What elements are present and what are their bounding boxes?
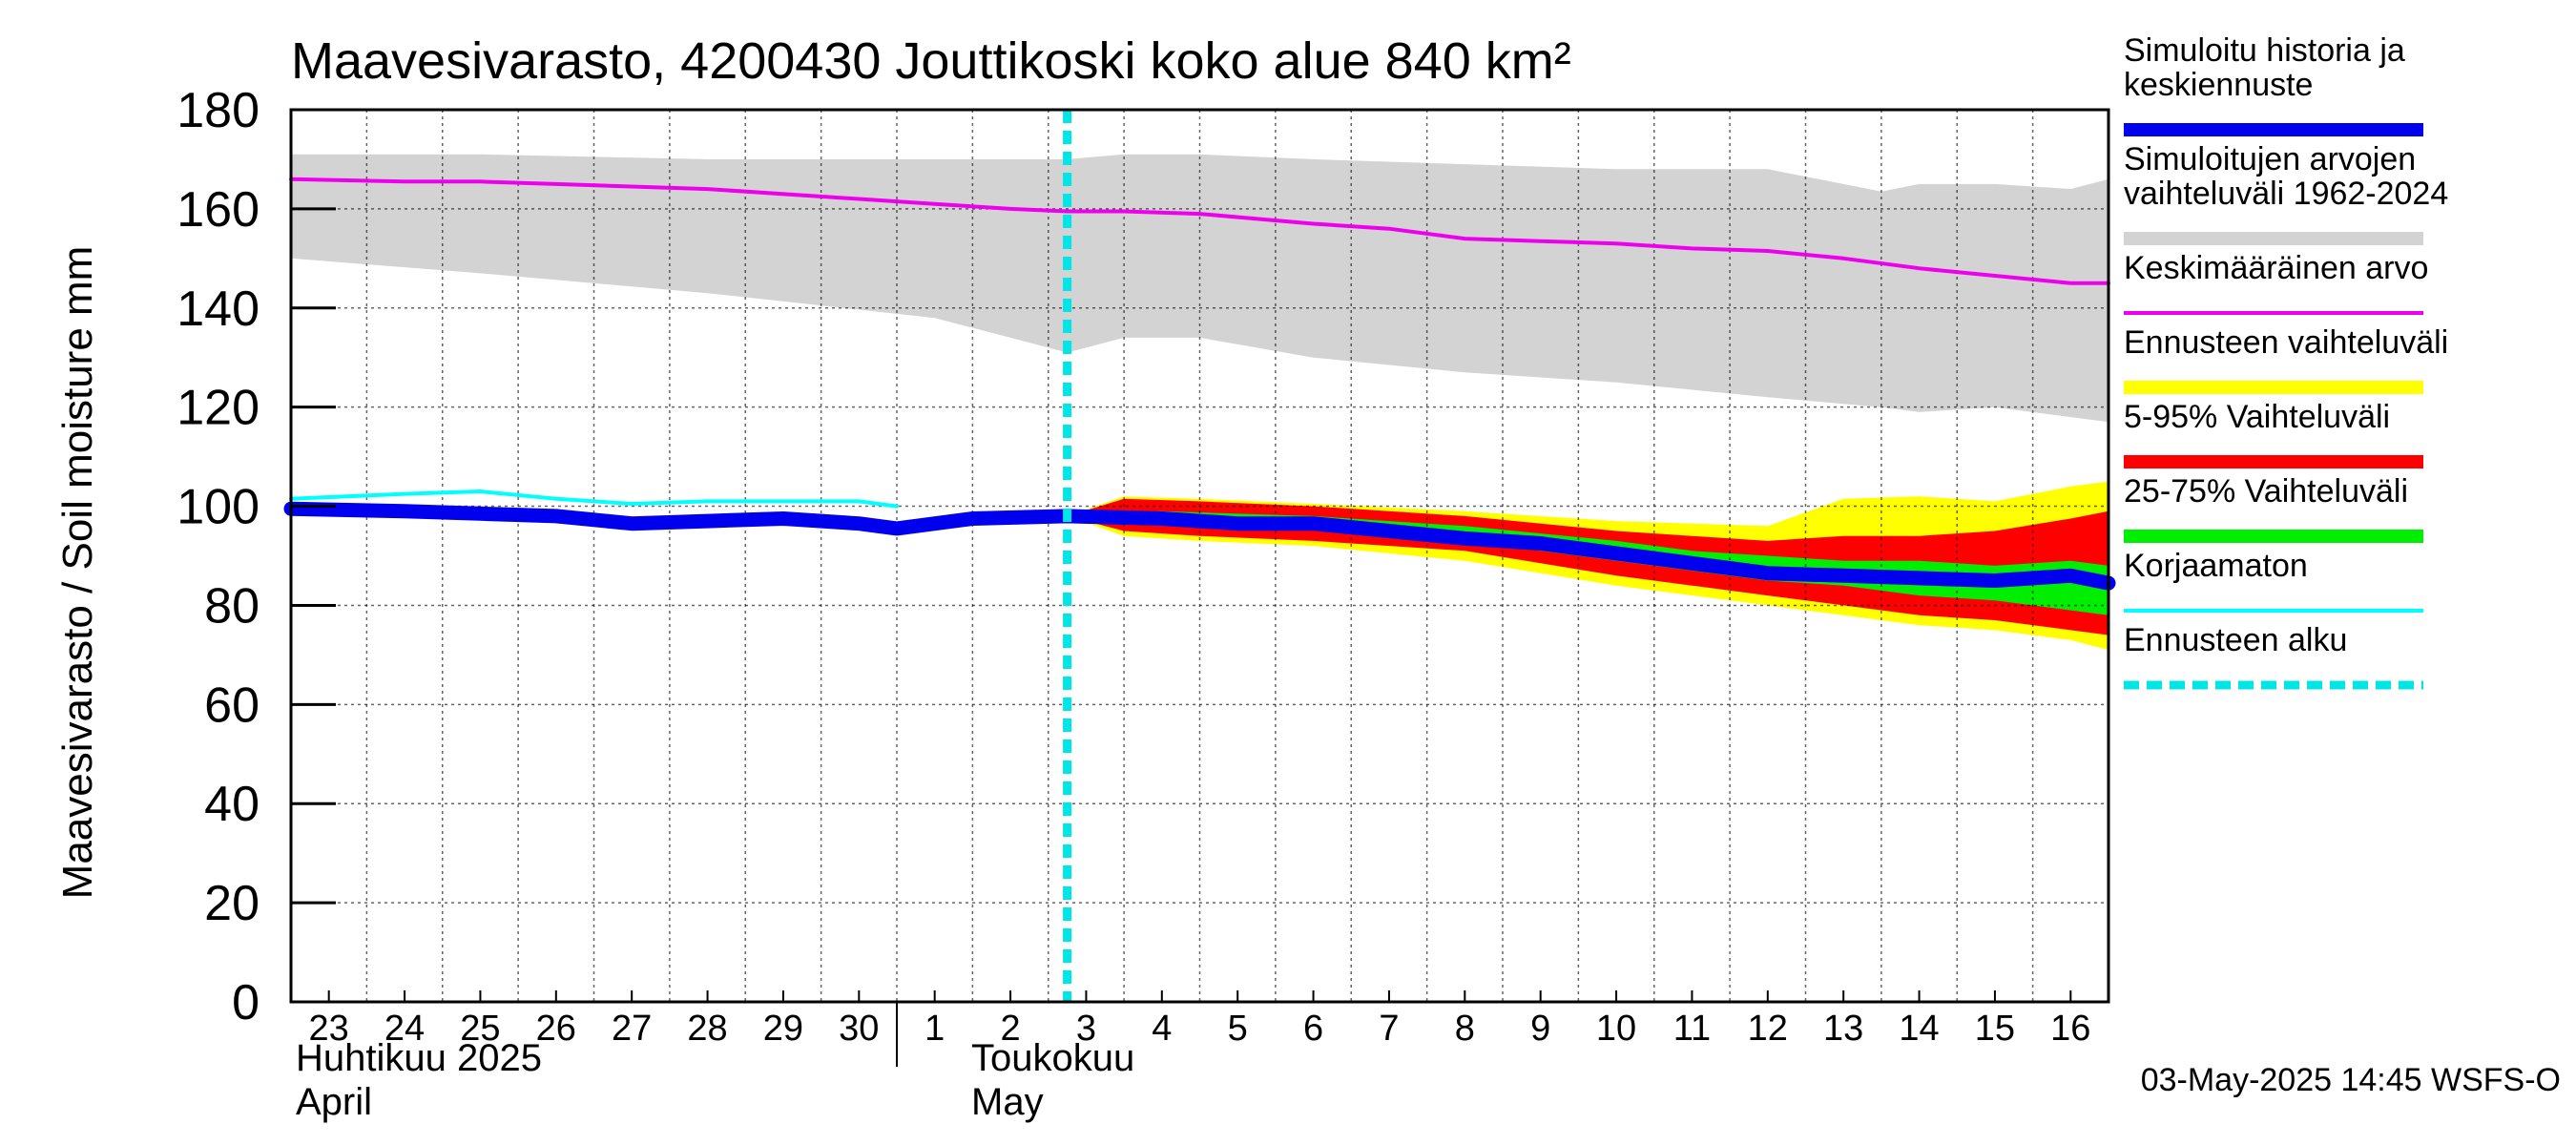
y-tick-label: 40: [204, 777, 260, 832]
y-tick-label: 60: [204, 677, 260, 733]
x-tick-label: 5: [1228, 1009, 1248, 1049]
x-tick-label: 16: [2050, 1009, 2090, 1049]
x-tick-label: 14: [1899, 1009, 1939, 1049]
x-tick-label: 25: [460, 1009, 500, 1049]
month-label-fi: Toukokuu: [971, 1037, 1134, 1079]
y-axis-label: Maavesivarasto / Soil moisture mm: [54, 246, 101, 900]
y-tick-label: 160: [177, 182, 260, 238]
x-tick-label: 24: [384, 1009, 425, 1049]
legend-label: 5-95% Vaihteluväli: [2124, 399, 2390, 435]
month-label-fi: Huhtikuu 2025: [296, 1037, 542, 1079]
x-tick-label: 30: [839, 1009, 879, 1049]
y-tick-label: 20: [204, 876, 260, 931]
x-tick-label: 2: [1000, 1009, 1020, 1049]
legend-label: vaihteluväli 1962-2024: [2124, 176, 2448, 212]
legend-label: Ennusteen vaihteluväli: [2124, 324, 2448, 361]
timestamp-footer: 03-May-2025 14:45 WSFS-O: [2141, 1062, 2561, 1098]
x-tick-label: 9: [1530, 1009, 1550, 1049]
x-tick-label: 6: [1303, 1009, 1323, 1049]
legend-swatch: [2124, 123, 2423, 136]
legend-label: Keskimääräinen arvo: [2124, 250, 2428, 286]
x-tick-label: 26: [536, 1009, 576, 1049]
line-series-0: [289, 177, 2110, 285]
x-tick-label: 8: [1455, 1009, 1475, 1049]
legend-label: Simuloitu historia ja: [2124, 32, 2405, 69]
band-series-2: [1067, 498, 2109, 635]
plot-frame-layer: [289, 108, 2110, 1004]
x-tick-label: 28: [687, 1009, 727, 1049]
legend-swatch: [2124, 609, 2423, 613]
x-tick-label: 27: [612, 1009, 652, 1049]
legend-label: keskiennuste: [2124, 67, 2313, 103]
x-tick-label: 12: [1748, 1009, 1788, 1049]
line-series-2: [283, 501, 2116, 591]
month-label-en: April: [296, 1081, 372, 1123]
x-tick-label: 4: [1152, 1009, 1172, 1049]
x-tick-label: 23: [309, 1009, 349, 1049]
x-tick-label: 7: [1379, 1009, 1399, 1049]
legend-label: Ennusteen alku: [2124, 622, 2347, 658]
x-tick-label: 1: [924, 1009, 945, 1049]
line-series-1: [289, 489, 899, 509]
y-tick-label: 0: [232, 975, 260, 1030]
x-tick-label: 15: [1975, 1009, 2015, 1049]
y-tick-label: 80: [204, 578, 260, 634]
legend-swatch: [2124, 381, 2423, 394]
band-series-3: [1067, 510, 2109, 615]
x-tick-label: 3: [1076, 1009, 1096, 1049]
y-tick-label: 120: [177, 381, 260, 436]
legend-swatch: [2124, 311, 2423, 315]
y-tick-label: 140: [177, 281, 260, 337]
chart-title: Maavesivarasto, 4200430 Jouttikoski koko…: [291, 32, 1571, 90]
x-tick-label: 29: [763, 1009, 803, 1049]
legend-swatch: [2124, 530, 2423, 543]
x-tick-label: 11: [1673, 1009, 1711, 1049]
line-layer: [283, 110, 2116, 1002]
band-series-0: [291, 154, 2109, 423]
legend-swatch: [2124, 455, 2423, 468]
y-tick-label: 100: [177, 480, 260, 535]
y-tick-label: 180: [177, 83, 260, 138]
legend-swatch: [2124, 232, 2423, 245]
plot-frame: [289, 108, 2110, 1004]
month-label-en: May: [971, 1081, 1044, 1123]
legend-label: 25-75% Vaihteluväli: [2124, 473, 2408, 510]
legend-label: Korjaamaton: [2124, 548, 2308, 584]
x-tick-label: 13: [1823, 1009, 1863, 1049]
x-tick-label: 10: [1596, 1009, 1636, 1049]
legend-label: Simuloitujen arvojen: [2124, 141, 2416, 177]
grid-layer: [291, 110, 2109, 1002]
